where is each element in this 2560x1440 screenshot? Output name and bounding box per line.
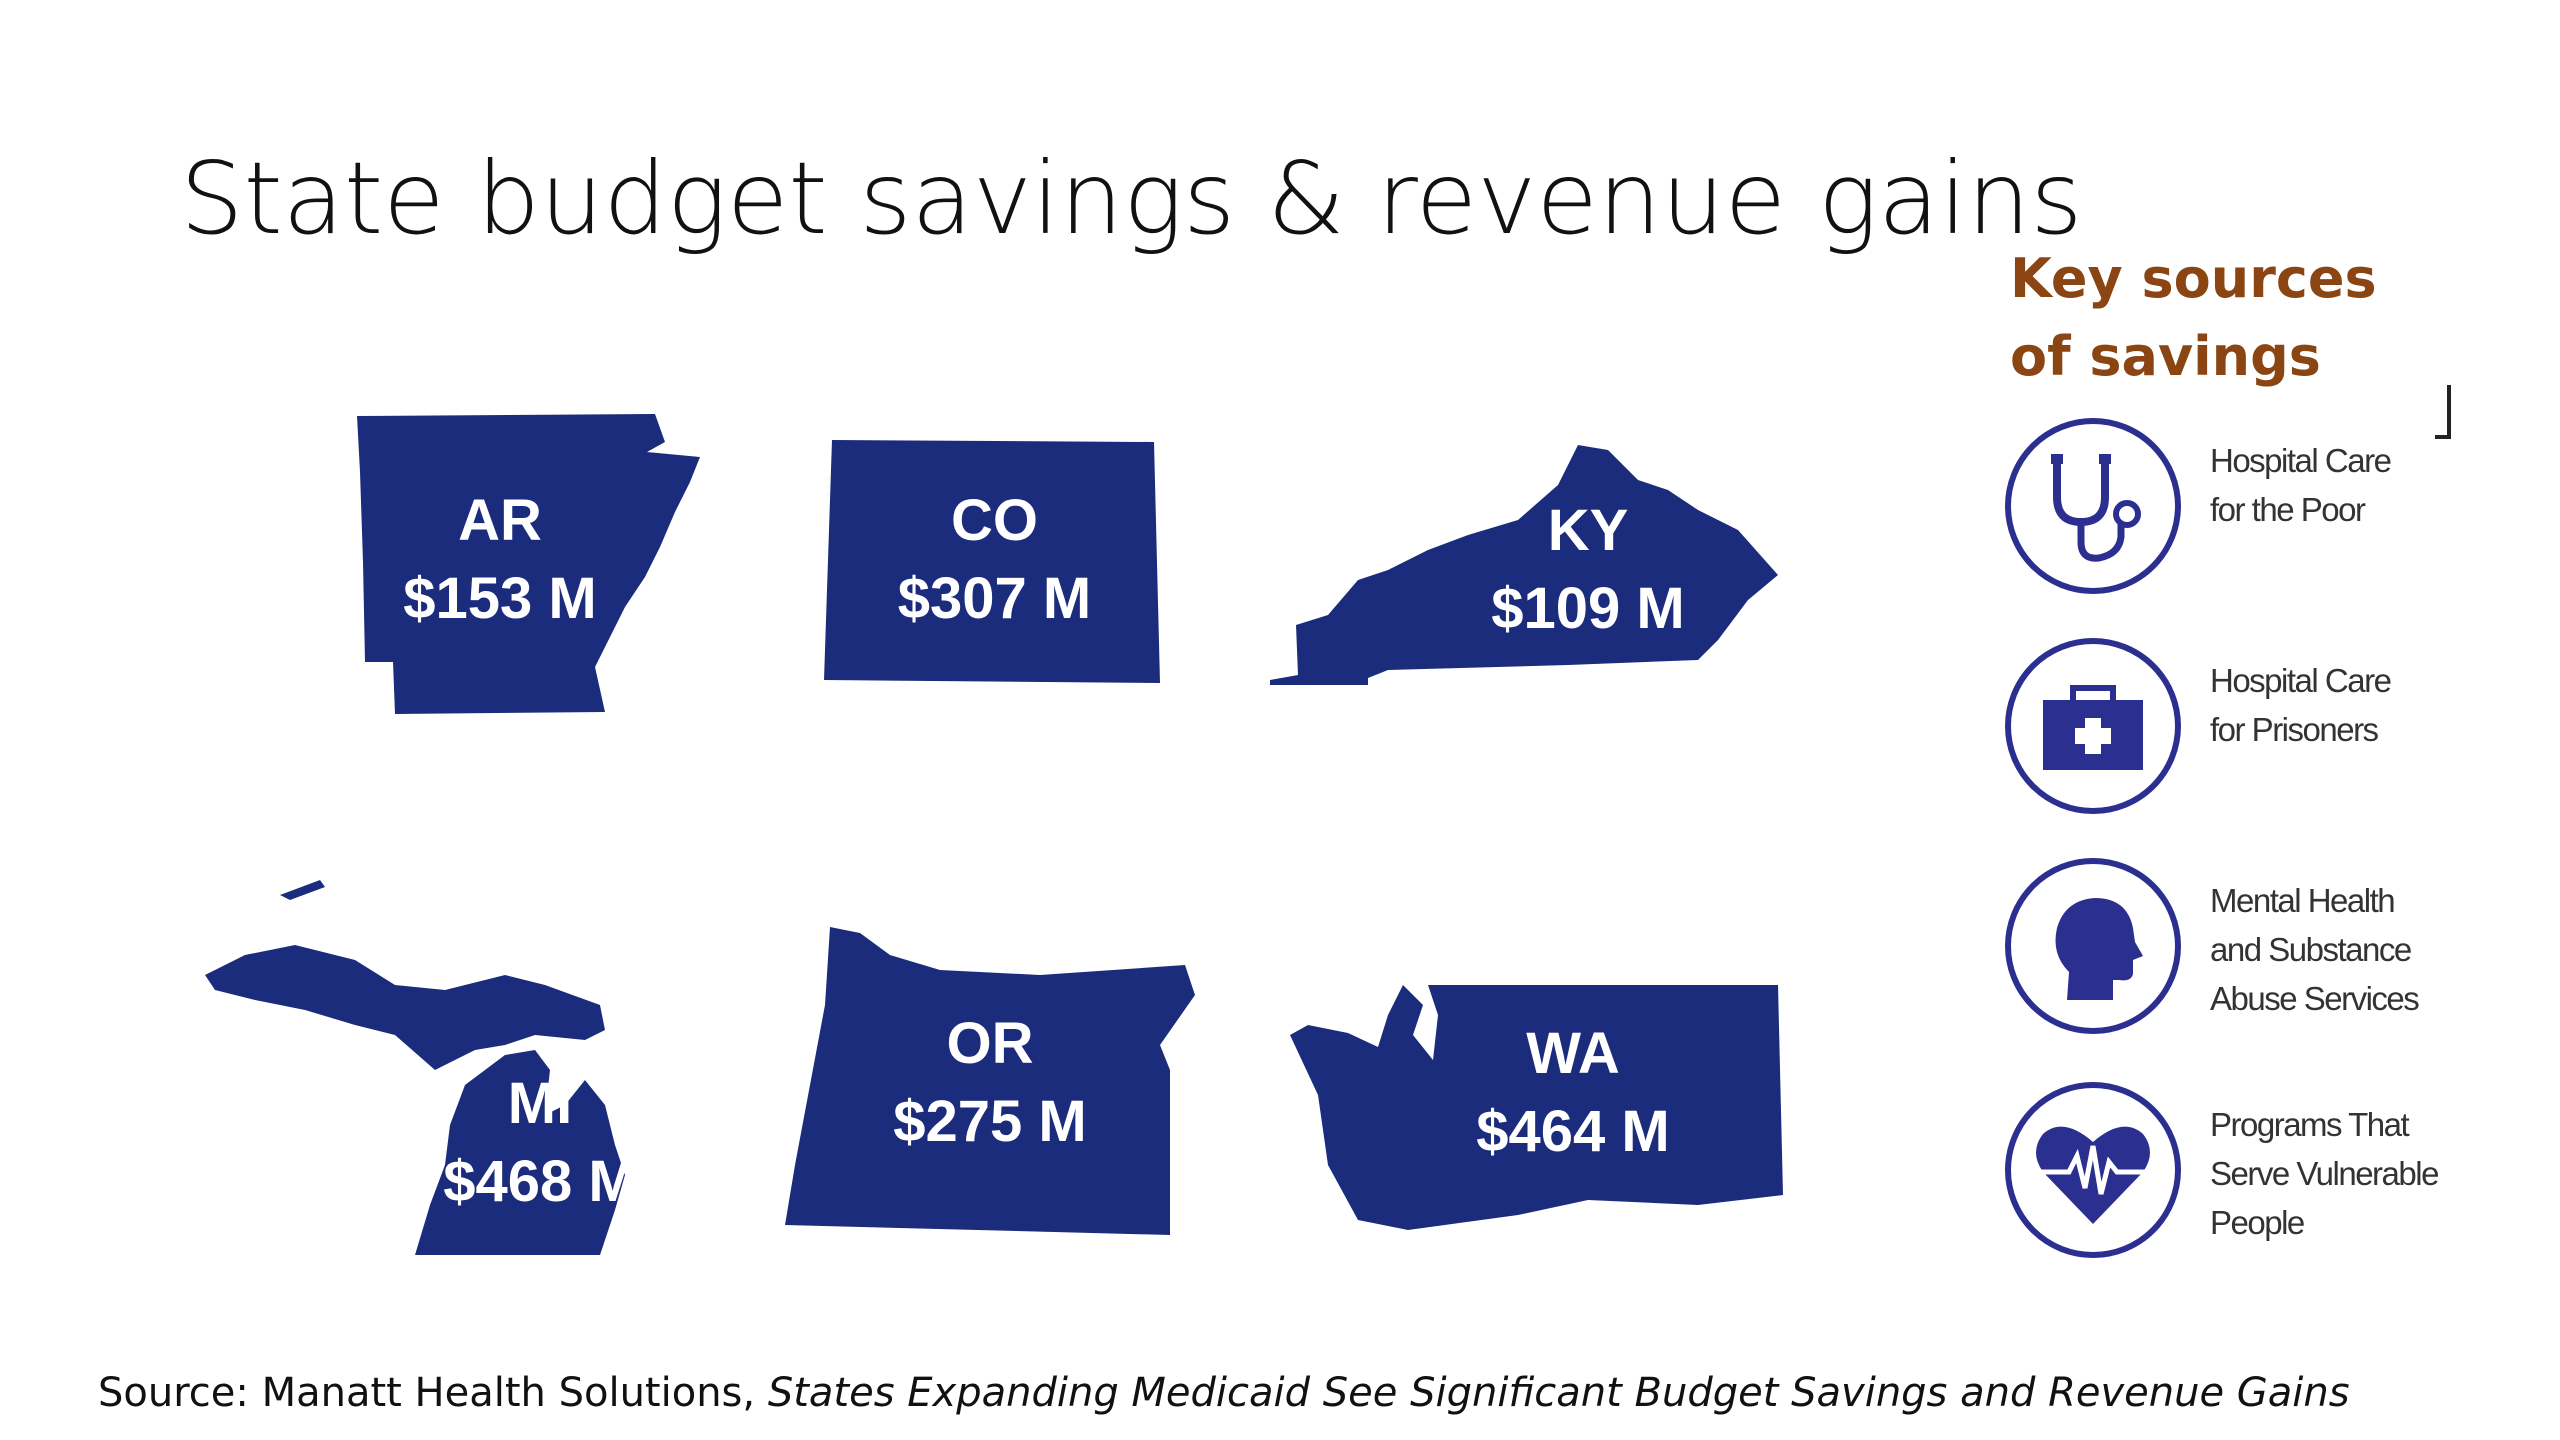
state-map-co: CO $307 M bbox=[822, 438, 1167, 688]
state-label-mi: MI $468 M bbox=[435, 1065, 645, 1221]
label-line: for the Poor bbox=[2210, 491, 2366, 528]
state-label-ky: KY $109 M bbox=[1438, 492, 1738, 648]
washington-shape bbox=[1290, 985, 1783, 1230]
oregon-shape bbox=[785, 927, 1195, 1235]
state-label-co: CO $307 M bbox=[842, 482, 1147, 638]
source-citation: Source: Manatt Health Solutions, States … bbox=[98, 1370, 2350, 1416]
state-label-or: OR $275 M bbox=[840, 1005, 1140, 1161]
savings-source-label: Hospital Care for Prisoners bbox=[2210, 656, 2470, 754]
kentucky-shape bbox=[1270, 445, 1778, 685]
label-line: and Substance bbox=[2210, 931, 2412, 968]
state-label-ar: AR $153 M bbox=[365, 482, 635, 638]
stethoscope-icon bbox=[2005, 418, 2181, 594]
medical-kit-icon bbox=[2005, 638, 2181, 814]
state-amount: $464 M bbox=[1476, 1099, 1670, 1164]
state-map-mi: MI $468 M bbox=[205, 875, 670, 1260]
label-line: Mental Health bbox=[2210, 882, 2396, 919]
state-map-ar: AR $153 M bbox=[355, 412, 705, 717]
clipped-glyph bbox=[2435, 385, 2451, 439]
label-line: Hospital Care bbox=[2210, 442, 2392, 479]
state-amount: $275 M bbox=[893, 1089, 1087, 1154]
head-icon bbox=[2005, 858, 2181, 1034]
label-line: Programs That bbox=[2210, 1106, 2410, 1143]
state-abbr: AR bbox=[458, 488, 542, 553]
state-abbr: OR bbox=[946, 1011, 1034, 1076]
state-abbr: WA bbox=[1526, 1021, 1620, 1086]
michigan-shape bbox=[205, 880, 625, 1255]
state-amount: $468 M bbox=[443, 1149, 637, 1214]
heart-pulse-icon bbox=[2005, 1082, 2181, 1258]
state-map-wa: WA $464 M bbox=[1288, 975, 1786, 1235]
label-line: Abuse Services bbox=[2210, 980, 2420, 1017]
state-amount: $153 M bbox=[403, 566, 597, 631]
state-abbr: KY bbox=[1547, 498, 1629, 563]
arkansas-shape bbox=[357, 414, 700, 714]
label-line: for Prisoners bbox=[2210, 711, 2379, 748]
savings-source-label: Mental Health and Substance Abuse Servic… bbox=[2210, 876, 2470, 1023]
source-prefix: Source: Manatt Health Solutions, bbox=[98, 1370, 768, 1416]
state-label-wa: WA $464 M bbox=[1438, 1015, 1708, 1171]
slide-title: State budget savings & revenue gains bbox=[180, 140, 2083, 257]
state-amount: $307 M bbox=[897, 566, 1092, 631]
state-abbr: CO bbox=[951, 488, 1038, 553]
colorado-shape bbox=[824, 440, 1160, 683]
label-line: Hospital Care bbox=[2210, 662, 2392, 699]
state-abbr: MI bbox=[507, 1071, 573, 1136]
label-line: Serve Vulnerable bbox=[2210, 1155, 2439, 1192]
state-map-ky: KY $109 M bbox=[1268, 440, 1778, 685]
savings-source-label: Programs That Serve Vulnerable People bbox=[2210, 1100, 2470, 1247]
state-map-or: OR $275 M bbox=[780, 925, 1200, 1240]
sidebar-title: Key sources of savings bbox=[2010, 247, 2377, 388]
source-title: States Expanding Medicaid See Significan… bbox=[767, 1370, 2350, 1416]
savings-source-label: Hospital Care for the Poor bbox=[2210, 436, 2470, 534]
state-amount: $109 M bbox=[1491, 576, 1685, 641]
label-line: People bbox=[2210, 1204, 2305, 1241]
